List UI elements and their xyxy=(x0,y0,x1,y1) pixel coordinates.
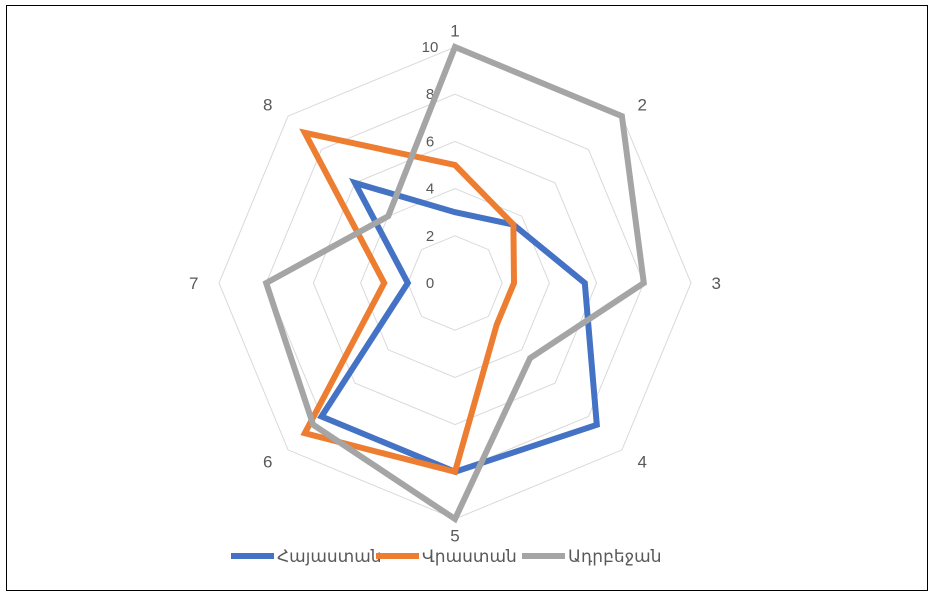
r-tick-label: 4 xyxy=(426,181,434,198)
legend: Հայաստան Վրաստան Ադրբեջան xyxy=(231,547,661,567)
r-tick-label: 10 xyxy=(422,39,439,56)
legend-label: Վրաստան xyxy=(422,547,517,567)
category-label: 4 xyxy=(638,453,647,472)
category-label: 1 xyxy=(450,21,459,40)
category-label: 3 xyxy=(712,274,721,293)
r-tick-label: 6 xyxy=(426,133,434,150)
grid-ring xyxy=(408,236,502,330)
category-label: 7 xyxy=(189,274,198,293)
legend-label: Ադրբեջան xyxy=(568,547,661,567)
legend-label: Հայաստան xyxy=(277,547,382,567)
category-label: 8 xyxy=(263,95,272,114)
r-tick-label: 0 xyxy=(426,275,434,292)
r-tick-label: 2 xyxy=(426,228,434,245)
category-label: 6 xyxy=(263,453,272,472)
category-label: 2 xyxy=(638,95,647,114)
category-label: 5 xyxy=(450,527,459,546)
series-lines xyxy=(266,47,644,519)
